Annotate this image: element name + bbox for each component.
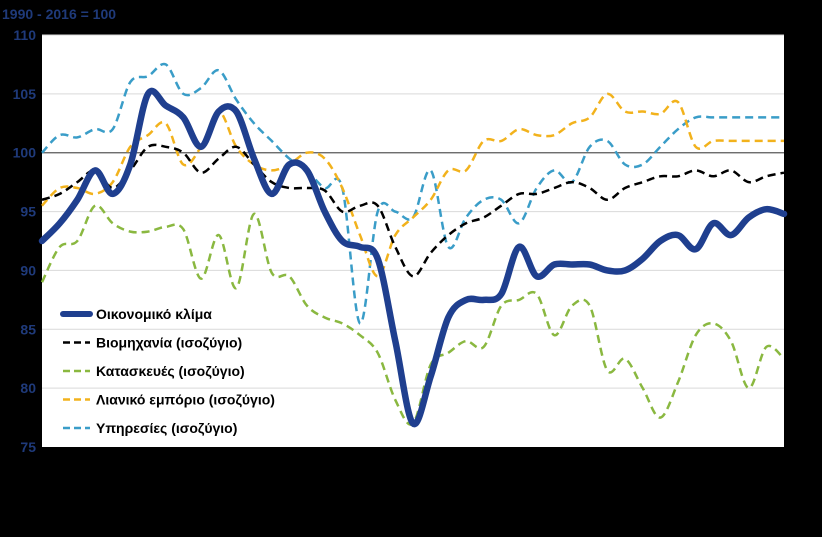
y-tick-label: 90 (20, 262, 36, 278)
series-line-0 (38, 87, 788, 428)
plot-background (42, 35, 784, 447)
y-tick-label: 110 (13, 27, 36, 43)
y-tick-label: 95 (20, 204, 36, 220)
y-tick-label: 100 (13, 145, 37, 161)
y-tick-label: 75 (20, 439, 36, 455)
y-axis-ticks: 75 80 85 90 95 100 105 110 (13, 27, 37, 455)
legend-label-2: Κατασκευές (ισοζύγιο) (96, 363, 245, 379)
series-line-4 (41, 62, 784, 325)
scale-note: 1990 - 2016 = 100 (2, 6, 116, 22)
legend: Οικονομικό κλίμα Βιομηχανία (ισοζύγιο) Κατ… (60, 306, 275, 436)
series-line-1 (41, 143, 785, 278)
legend-label-1: Βιομηχανία (ισοζύγιο) (96, 335, 242, 351)
legend-label-3: Λιανικό εμπόριο (ισοζύγιο) (96, 392, 275, 408)
gridlines (42, 34, 784, 389)
y-tick-label: 80 (20, 380, 36, 396)
y-tick-label: 85 (20, 321, 36, 337)
series-lines (38, 62, 788, 428)
y-tick-label: 105 (13, 86, 37, 102)
legend-label-0: Οικονομικό κλίμα (96, 306, 212, 322)
legend-label-4: Υπηρεσίες (ισοζύγιο) (96, 420, 237, 436)
series-line-3 (41, 92, 784, 278)
